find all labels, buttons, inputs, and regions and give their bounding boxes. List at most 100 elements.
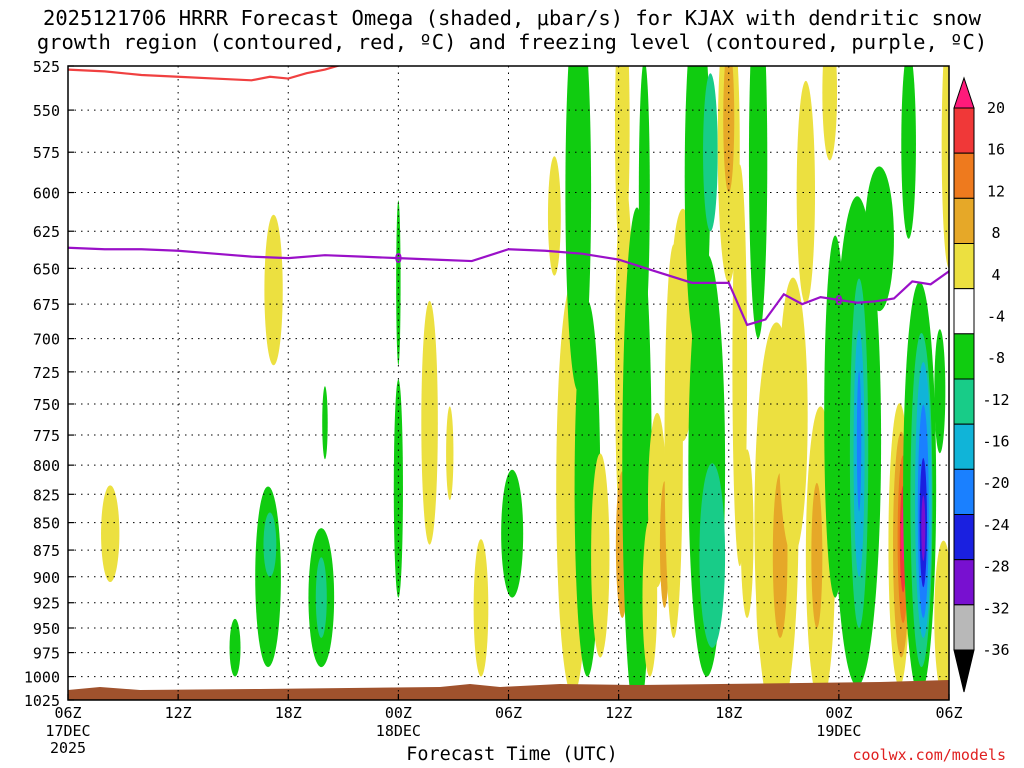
colorbar-segment (953, 468, 975, 516)
omega-cell (822, 66, 838, 161)
colorbar-label: -32 (982, 599, 1009, 617)
omega-cell (901, 66, 916, 239)
colorbar-segment (953, 378, 975, 425)
colorbar-label: 16 (987, 141, 1005, 159)
x-tick-label: 12Z (165, 704, 192, 722)
omega-cell (921, 495, 926, 561)
omega-cell (723, 66, 735, 193)
x-axis-title: Forecast Time (UTC) (406, 744, 618, 765)
omega-cell (264, 214, 283, 366)
omega-cell (547, 156, 561, 276)
colorbar-label: 12 (987, 182, 1005, 200)
colorbar-label: -4 (987, 307, 1005, 325)
omega-cell (446, 406, 454, 501)
omega-cell (811, 482, 823, 628)
y-tick-label: 1025 (24, 692, 60, 710)
y-tick-label: 750 (33, 396, 60, 414)
contours: 00 (68, 66, 949, 327)
omega-cell (101, 485, 120, 583)
omega-cell (703, 73, 718, 232)
y-tick-label: 825 (33, 486, 60, 504)
omega-cell (740, 449, 754, 618)
colorbar-segment (953, 333, 975, 380)
y-tick-label: 550 (33, 102, 60, 120)
y-tick-label: 875 (33, 542, 60, 560)
colorbar-segment (953, 514, 975, 561)
freezing-level-label: 0 (394, 252, 402, 267)
colorbar-segment (953, 152, 975, 199)
y-axis: 525 550 575 600 625 650 675 700 725 750 775 800 825 8… (24, 58, 74, 710)
y-tick-label: 900 (33, 569, 60, 587)
x-tick-label: 00Z (385, 704, 412, 722)
x-date-label: 19DEC (816, 722, 861, 740)
colorbar-label: 8 (991, 224, 1000, 242)
colorbar-label: 20 (987, 99, 1005, 117)
colorbar-label: -24 (982, 516, 1009, 534)
omega-cell (864, 166, 894, 312)
y-tick-label: 950 (33, 620, 60, 638)
y-tick-label: 525 (33, 58, 60, 76)
colorbar-label: -12 (982, 391, 1009, 409)
omega-cell (748, 66, 768, 339)
y-tick-label: 700 (33, 331, 60, 349)
y-tick-label: 975 (33, 645, 60, 663)
colorbar-segment (953, 604, 975, 651)
colorbar-segment (953, 243, 975, 290)
y-tick-label: 575 (33, 144, 60, 162)
omega-shading (68, 66, 949, 700)
y-tick-label: 1000 (24, 669, 60, 687)
omega-cell (263, 512, 277, 577)
colorbar-label: -36 (982, 641, 1009, 659)
omega-cell (796, 80, 816, 305)
colorbar-segment (953, 107, 975, 154)
omega-cell (941, 66, 949, 269)
colorbar: 20 16 12 8 4 -4 -8 -12 -16 -20 -24 -28 -32 -36 (953, 76, 1010, 693)
x-tick-label: 06Z (54, 704, 81, 722)
omega-cell (591, 453, 610, 658)
y-tick-label: 650 (33, 260, 60, 278)
omega-cell (229, 618, 241, 677)
colorbar-segment (953, 288, 975, 335)
y-tick-label: 850 (33, 515, 60, 533)
credit-link[interactable]: coolwx.com/models (852, 746, 1006, 764)
freezing-level-label: 0 (835, 294, 843, 309)
omega-cell (934, 540, 949, 696)
x-tick-label: 00Z (825, 704, 852, 722)
x-tick-label: 18Z (715, 704, 742, 722)
chart-title: 2025121706 HRRR Forecast Omega (shaded, … (0, 6, 1024, 54)
title-line-1: 2025121706 HRRR Forecast Omega (shaded, … (43, 6, 981, 30)
omega-cell (315, 557, 327, 638)
colorbar-top-triangle (953, 76, 975, 109)
y-tick-label: 675 (33, 296, 60, 314)
colorbar-segment (953, 197, 975, 244)
colorbar-label: -28 (982, 558, 1009, 576)
title-line-2: growth region (contoured, red, ºC) and f… (36, 30, 988, 54)
colorbar-bottom-triangle (953, 649, 975, 693)
snow-growth-line (68, 66, 342, 82)
colorbar-label: -16 (982, 433, 1009, 451)
omega-cell (699, 463, 726, 648)
y-tick-label: 775 (33, 427, 60, 445)
y-tick-label: 725 (33, 364, 60, 382)
colorbar-label: -8 (987, 349, 1005, 367)
x-tick-label: 12Z (605, 704, 632, 722)
omega-cell (778, 277, 808, 556)
x-date-label: 17DEC (45, 722, 90, 740)
omega-cell (421, 300, 438, 545)
omega-cell (934, 329, 946, 454)
colorbar-segment (953, 423, 975, 470)
colorbar-label: -20 (982, 474, 1009, 492)
x-tick-label: 18Z (275, 704, 302, 722)
y-tick-label: 625 (33, 223, 60, 241)
omega-cell (501, 469, 524, 598)
colorbar-label: 4 (991, 266, 1000, 284)
omega-cell (322, 386, 328, 460)
omega-cell (856, 370, 862, 512)
x-year-label: 2025 (50, 739, 86, 757)
colorbar-segment (953, 559, 975, 606)
omega-cell (396, 200, 401, 366)
freezing-level-line (68, 246, 949, 327)
x-tick-label: 06Z (495, 704, 522, 722)
